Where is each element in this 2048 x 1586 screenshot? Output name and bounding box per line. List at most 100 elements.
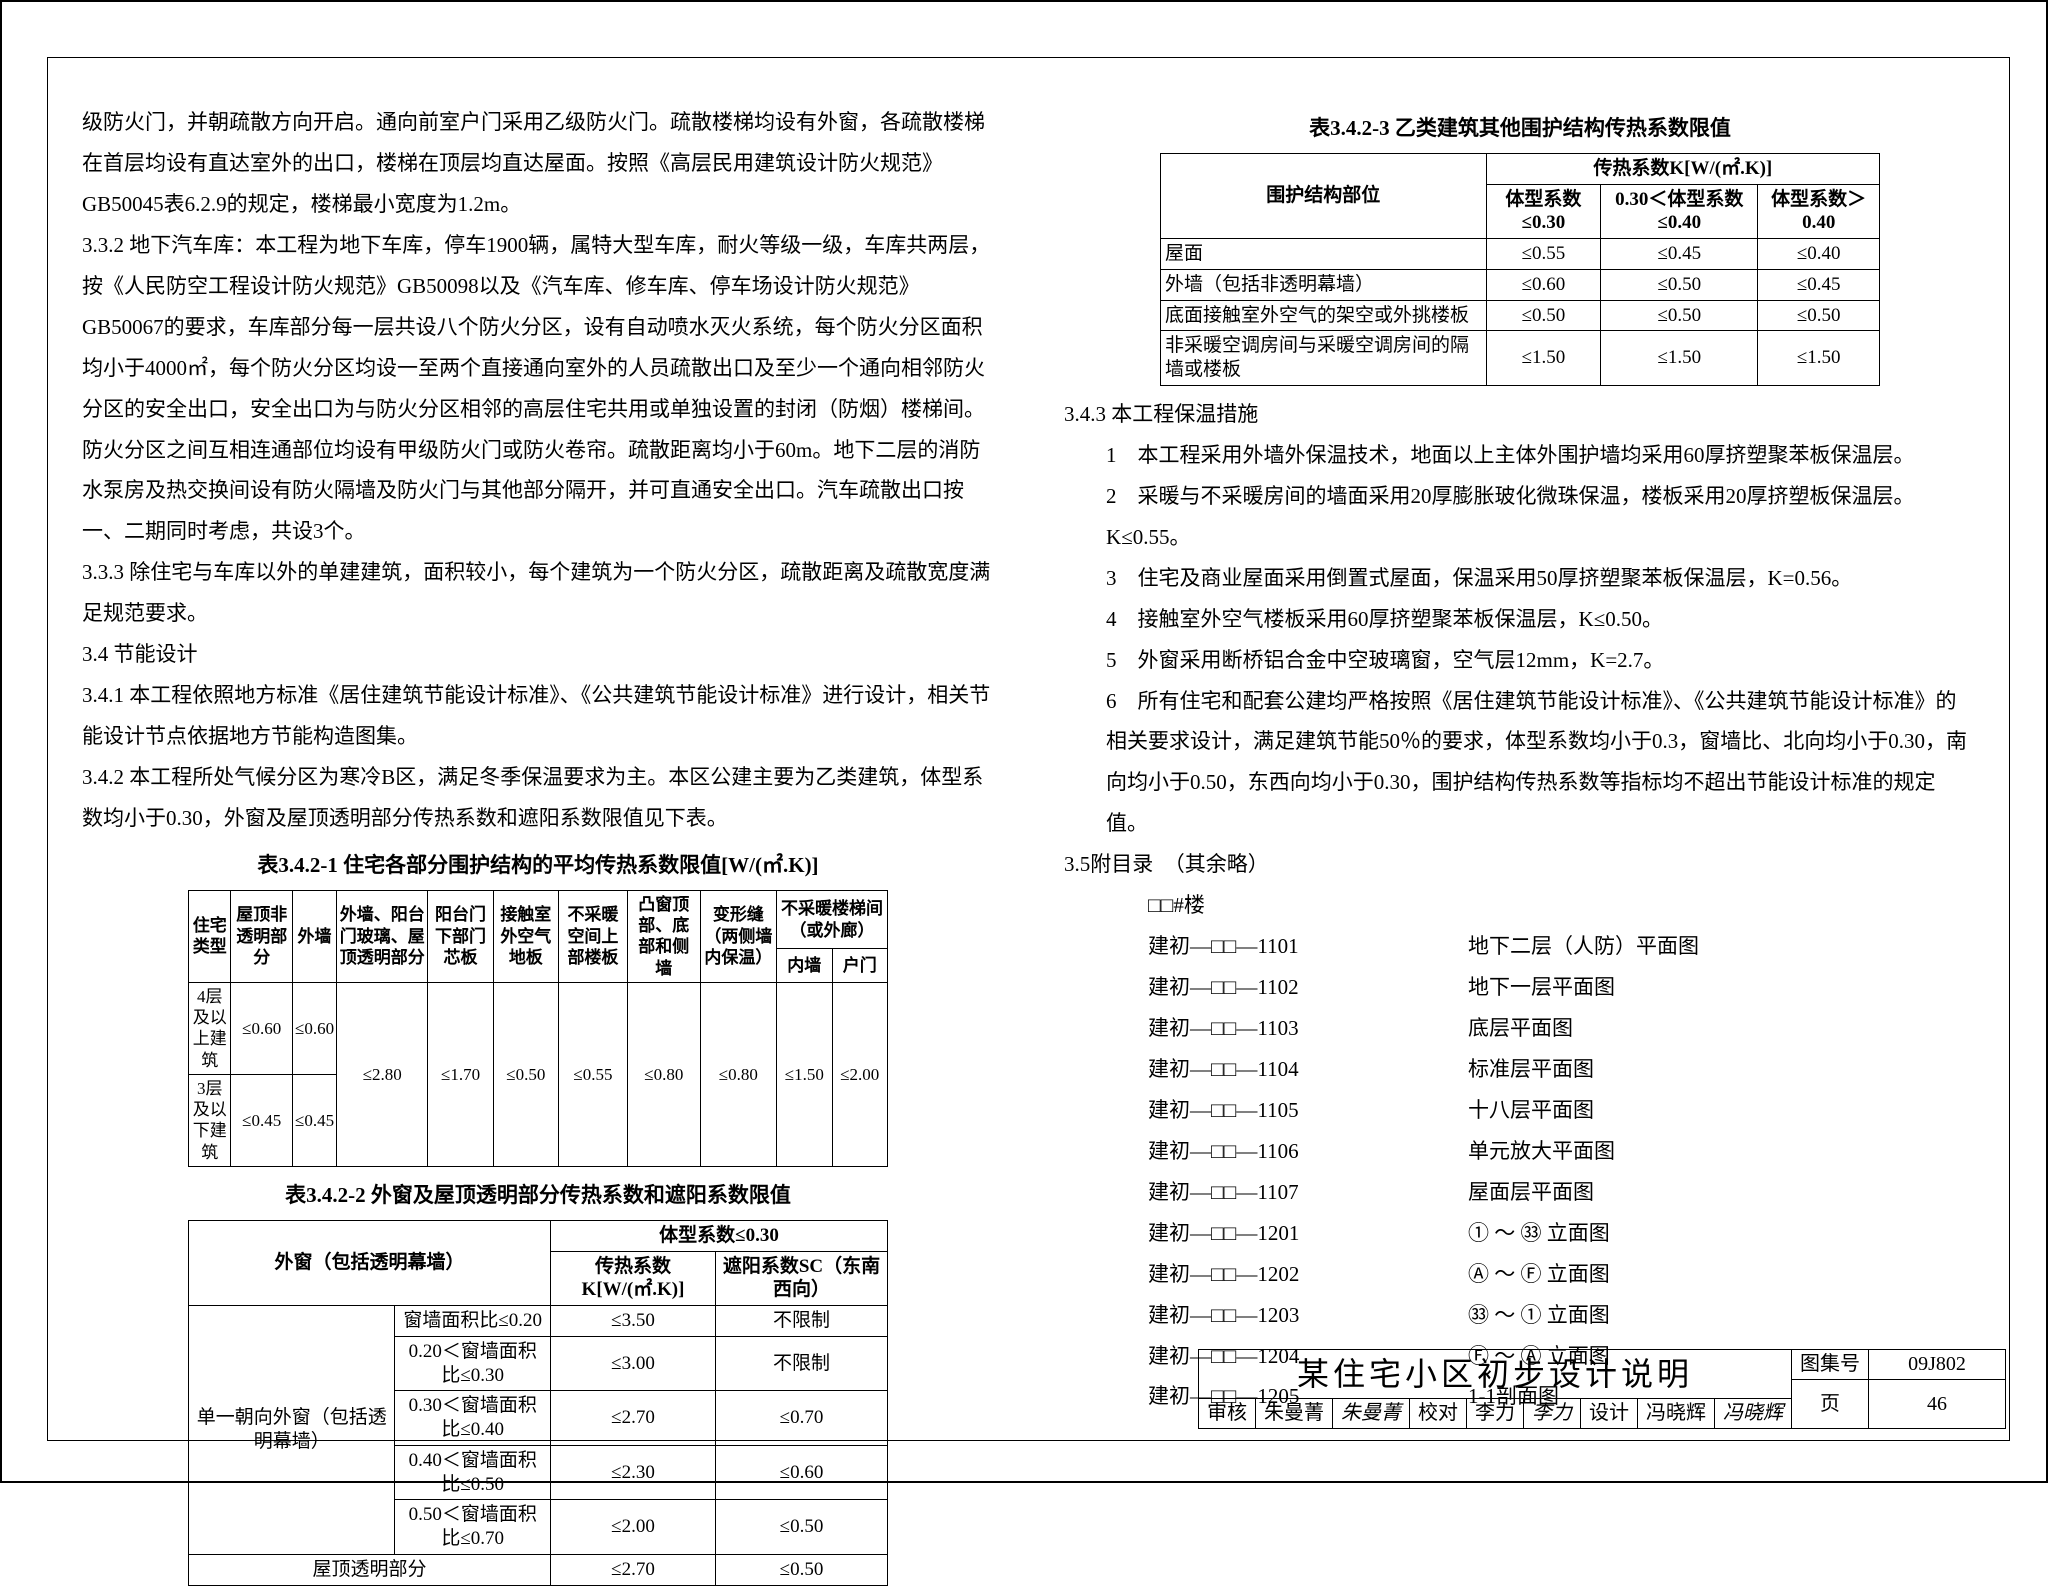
table-3-4-2-1: 住宅类型 屋顶非透明部分 外墙 外墙、阳台门玻璃、屋顶透明部分 阳台门下部门芯板… [188, 890, 888, 1167]
t2-group: 单一朝向外窗（包括透明幕墙） [189, 1306, 395, 1555]
t1-r0c10: ≤2.00 [832, 982, 888, 1166]
t3-r2c1: ≤0.50 [1486, 300, 1601, 331]
check-sign: 李力 [1524, 1399, 1581, 1429]
t3-r1c1: ≤0.60 [1486, 269, 1601, 300]
item-1: 1 本工程采用外墙外保温技术，地面以上主体外围护墙均采用60厚挤塑聚苯板保温层。 [1064, 435, 1976, 476]
appendix-name: 地下一层平面图 [1468, 967, 1976, 1008]
t1-h3: 外墙、阳台门玻璃、屋顶透明部分 [337, 890, 428, 982]
t3-r3c2: ≤1.50 [1601, 331, 1758, 386]
t1-r1c2: ≤0.45 [293, 1074, 337, 1166]
appendix-code: 建初—□□—1202 [1064, 1254, 1468, 1295]
t2-r2c2: ≤0.70 [716, 1391, 888, 1446]
t3-r2c0: 底面接触室外空气的架空或外挑楼板 [1161, 300, 1487, 331]
table-3-4-2-1-caption: 表3.4.2-1 住宅各部分围护结构的平均传热系数限值[W/(㎡.K)] [82, 845, 994, 886]
t3-sub1: 0.30＜体型系数≤0.40 [1601, 184, 1758, 239]
item-3: 3 住宅及商业屋面采用倒置式屋面，保温采用50厚挤塑聚苯板保温层，K=0.56。 [1064, 558, 1976, 599]
t3-r1c3: ≤0.45 [1758, 269, 1880, 300]
heading-3-4-3: 3.4.3 本工程保温措施 [1064, 394, 1976, 435]
t1-r1c1: ≤0.45 [231, 1074, 293, 1166]
t3-r3c0: 非采暖空调房间与采暖空调房间的隔墙或楼板 [1161, 331, 1487, 386]
content-columns: 级防火门，并朝疏散方向开启。通向前室户门采用乙级防火门。疏散楼梯均设有外窗，各疏… [52, 62, 2006, 1292]
heading-3-4: 3.4 节能设计 [82, 634, 994, 675]
appendix-code: 建初—□□—1105 [1064, 1090, 1468, 1131]
t1-r0c1: ≤0.60 [231, 982, 293, 1074]
drawing-title: 某住宅小区初步设计说明 [1199, 1350, 1792, 1399]
item-5: 5 外窗采用断桥铝合金中空玻璃窗，空气层12mm，K=2.7。 [1064, 640, 1976, 681]
t1-r0c7: ≤0.80 [627, 982, 700, 1166]
t1-r0c2: ≤0.60 [293, 982, 337, 1074]
appendix-code: 建初—□□—1201 [1064, 1213, 1468, 1254]
appendix-row: 建初—□□—1107屋面层平面图 [1064, 1172, 1976, 1213]
appendix-row: 建初—□□—1104标准层平面图 [1064, 1049, 1976, 1090]
t2-r3c1: ≤2.30 [551, 1445, 716, 1500]
t2-h2: 体型系数≤0.30 [551, 1220, 888, 1251]
t1-h5: 接触室外空气地板 [493, 890, 558, 982]
appendix-code: 建初—□□—1106 [1064, 1131, 1468, 1172]
t2-r4c2: ≤0.50 [716, 1500, 888, 1555]
heading-3-5: 3.5附目录 （其余略） [1064, 844, 1976, 885]
t2-r2c1: ≤2.70 [551, 1391, 716, 1446]
appendix-code: 建初—□□—1104 [1064, 1049, 1468, 1090]
appendix-subhead: □□#楼 [1064, 885, 1976, 926]
appendix-row: 建初—□□—1101地下二层（人防）平面图 [1064, 926, 1976, 967]
t3-r0c3: ≤0.40 [1758, 239, 1880, 270]
appendix-row: 建初—□□—1105十八层平面图 [1064, 1090, 1976, 1131]
t3-r0c2: ≤0.45 [1601, 239, 1758, 270]
t1-h9: 不采暖楼梯间（或外廊） [777, 890, 888, 949]
t2-last0: 屋顶透明部分 [189, 1554, 551, 1585]
t1-r0c5: ≤0.50 [493, 982, 558, 1166]
right-column: 表3.4.2-3 乙类建筑其他围护结构传热系数限值 围护结构部位 传热系数K[W… [1054, 62, 2006, 1292]
t1-h8: 变形缝（两侧墙内保温） [700, 890, 776, 982]
item-6: 6 所有住宅和配套公建均严格按照《居住建筑节能设计标准》、《公共建筑节能设计标准… [1064, 681, 1976, 845]
t2-r4c1: ≤2.00 [551, 1500, 716, 1555]
t3-sub0: 体型系数≤0.30 [1486, 184, 1601, 239]
t3-r3c3: ≤1.50 [1758, 331, 1880, 386]
appendix-row: 建初—□□—1203㉝ ～ ① 立面图 [1064, 1295, 1976, 1336]
t3-r1c2: ≤0.50 [1601, 269, 1758, 300]
t1-r0c9: ≤1.50 [777, 982, 832, 1166]
table-3-4-2-3: 围护结构部位 传热系数K[W/(㎡.K)] 体型系数≤0.30 0.30＜体型系… [1160, 153, 1880, 386]
t2-r3c2: ≤0.60 [716, 1445, 888, 1500]
book-label: 图集号 [1792, 1350, 1869, 1380]
t3-h2: 传热系数K[W/(㎡.K)] [1486, 153, 1879, 184]
check-label: 校对 [1410, 1399, 1467, 1429]
t2-r1c0: 0.20＜窗墙面积比≤0.30 [395, 1336, 551, 1391]
t2-sub0: 传热系数K[W/(㎡.K)] [551, 1251, 716, 1306]
t1-h7: 凸窗顶部、底部和侧墙 [627, 890, 700, 982]
t3-r2c2: ≤0.50 [1601, 300, 1758, 331]
appendix-name: 屋面层平面图 [1468, 1172, 1976, 1213]
appendix-row: 建初—□□—1103底层平面图 [1064, 1008, 1976, 1049]
t1-r1c0: 3层及以下建筑 [189, 1074, 231, 1166]
t1-h1: 屋顶非透明部分 [231, 890, 293, 982]
t1-h4: 阳台门下部门芯板 [428, 890, 493, 982]
appendix-row: 建初—□□—1201① ～ ㉝ 立面图 [1064, 1213, 1976, 1254]
appendix-list: 建初—□□—1101地下二层（人防）平面图建初—□□—1102地下一层平面图建初… [1064, 926, 1976, 1417]
appendix-row: 建初—□□—1102地下一层平面图 [1064, 967, 1976, 1008]
page-label: 页 [1792, 1380, 1869, 1429]
check-name: 李力 [1467, 1399, 1524, 1429]
t1-sub-0: 内墙 [777, 949, 832, 982]
para-3-4-2: 3.4.2 本工程所处气候分区为寒冷B区，满足冬季保温要求为主。本区公建主要为乙… [82, 757, 994, 839]
appendix-name: ㉝ ～ ① 立面图 [1468, 1295, 1976, 1336]
appendix-row: 建初—□□—1202Ⓐ ～ Ⓕ 立面图 [1064, 1254, 1976, 1295]
review-name: 朱曼菁 [1256, 1399, 1333, 1429]
t1-h0: 住宅类型 [189, 890, 231, 982]
table-3-4-2-3-caption: 表3.4.2-3 乙类建筑其他围护结构传热系数限值 [1064, 108, 1976, 149]
table-3-4-2-2: 外窗（包括透明幕墙） 体型系数≤0.30 传热系数K[W/(㎡.K)] 遮阳系数… [188, 1220, 888, 1586]
t3-r2c3: ≤0.50 [1758, 300, 1880, 331]
t1-sub-1: 户门 [832, 949, 888, 982]
appendix-name: 标准层平面图 [1468, 1049, 1976, 1090]
t1-r0c3: ≤2.80 [337, 982, 428, 1166]
left-column: 级防火门，并朝疏散方向开启。通向前室户门采用乙级防火门。疏散楼梯均设有外窗，各疏… [52, 62, 1014, 1292]
t2-h1: 外窗（包括透明幕墙） [189, 1220, 551, 1305]
title-block: 某住宅小区初步设计说明图集号09J802页46审核朱曼菁朱曼菁校对李力李力设计冯… [1198, 1349, 2006, 1429]
t1-h2: 外墙 [293, 890, 337, 982]
t2-r0c1: ≤3.50 [551, 1306, 716, 1337]
table-3-4-2-2-caption: 表3.4.2-2 外窗及屋顶透明部分传热系数和遮阳系数限值 [82, 1175, 994, 1216]
appendix-code: 建初—□□—1107 [1064, 1172, 1468, 1213]
appendix-name: 地下二层（人防）平面图 [1468, 926, 1976, 967]
t2-r0c0: 窗墙面积比≤0.20 [395, 1306, 551, 1337]
page-no: 46 [1869, 1380, 2006, 1429]
review-label: 审核 [1199, 1399, 1256, 1429]
t3-r3c1: ≤1.50 [1486, 331, 1601, 386]
